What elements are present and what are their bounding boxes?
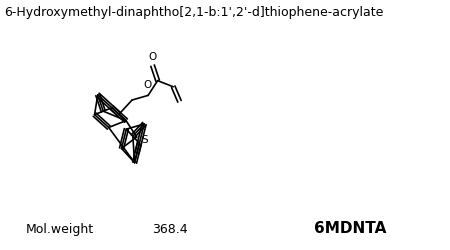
Text: 6-Hydroxymethyl-dinaphtho[2,1-b:1',2'-d]thiophene-acrylate: 6-Hydroxymethyl-dinaphtho[2,1-b:1',2'-d]… bbox=[4, 6, 384, 19]
Text: O: O bbox=[143, 80, 151, 90]
Text: Mol.weight: Mol.weight bbox=[26, 223, 94, 236]
Text: 6MDNTA: 6MDNTA bbox=[314, 221, 386, 236]
Text: S: S bbox=[141, 135, 148, 145]
Text: 368.4: 368.4 bbox=[153, 223, 188, 236]
Text: O: O bbox=[148, 52, 157, 62]
